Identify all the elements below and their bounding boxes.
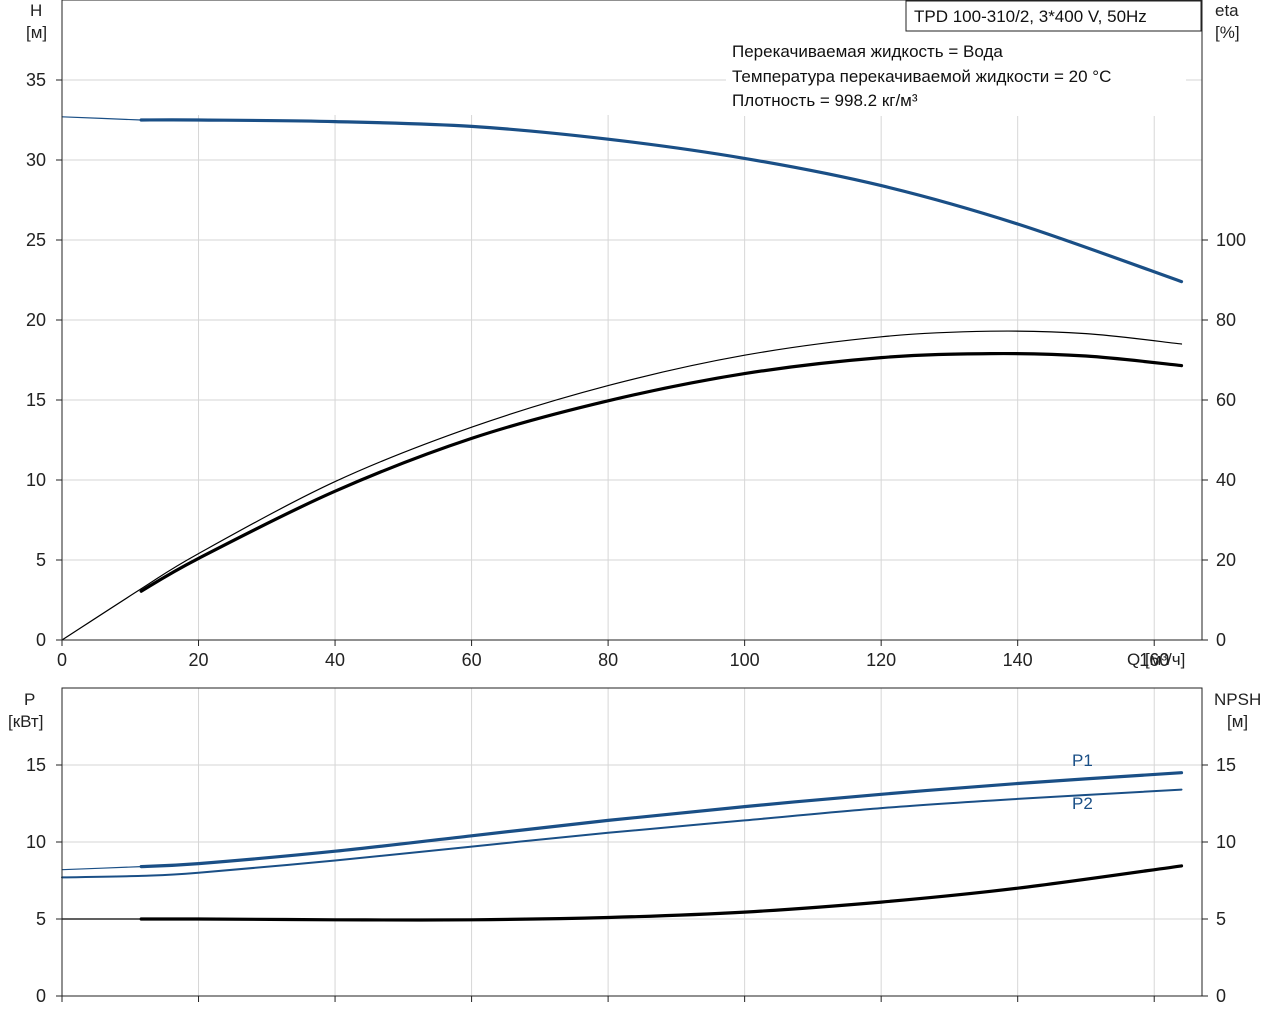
top-y-right-tick-label-80: 80 [1216,310,1236,330]
bottom-y-left-label: P [24,690,35,709]
bottom-grid [62,688,1202,996]
top-x-tick-label-160: 160 [1139,650,1169,670]
top-x-tick-label-120: 120 [866,650,896,670]
bottom-ticks: 0 5 10 15 0 5 10 15 [26,755,1236,1006]
top-y-right-tick-label-20: 20 [1216,550,1236,570]
top-series [61,116,1184,641]
bottom-y-left-tick-label-15: 15 [26,755,46,775]
top-y-left-tick-label-15: 15 [26,390,46,410]
top-y-left-tick-label-20: 20 [26,310,46,330]
top-y-right-tick-label-40: 40 [1216,470,1236,490]
bottom-y-right-tick-label-0: 0 [1216,986,1226,1006]
top-grid [62,79,1202,640]
top-y-left-tick-label-5: 5 [36,550,46,570]
bottom-series-0-line [139,771,1184,869]
top-x-axis-label: Q [м³/ч] [1127,650,1185,669]
top-y-right-tick-label-0: 0 [1216,630,1226,650]
bottom-series-2-line [61,788,1183,879]
bottom-y-right-tick-label-15: 15 [1216,755,1236,775]
top-x-tick-label-80: 80 [598,650,618,670]
info-line-density: Плотность = 998.2 кг/м³ [732,91,918,110]
top-y-right-tick-label-100: 100 [1216,230,1246,250]
top-y-left-tick-label-0: 0 [36,630,46,650]
top-series-0-line [139,118,1184,284]
bottom-y-right-tick-label-10: 10 [1216,832,1236,852]
bottom-y-right-label: NPSH [1214,690,1261,709]
bottom-y-right-tick-label-5: 5 [1216,909,1226,929]
top-y-left-tick-label-25: 25 [26,230,46,250]
title-box-text: TPD 100-310/2, 3*400 V, 50Hz [914,7,1147,26]
bottom-y-right-unit: [м] [1227,712,1248,731]
top-ticks: 0 20 40 60 80 100 120 140 160 0 5 10 15 20 25 30 35 0 20 40… [26,70,1246,670]
top-x-tick-label-40: 40 [325,650,345,670]
top-y-left-tick-label-30: 30 [26,150,46,170]
bottom-y-left-tick-label-5: 5 [36,909,46,929]
top-x-tick-label-0: 0 [57,650,67,670]
top-y-left-tick-label-35: 35 [26,70,46,90]
top-y-left-tick-label-10: 10 [26,470,46,490]
top-y-left-unit: [м] [26,23,47,42]
bottom-series [61,771,1184,922]
top-series-2-line [61,330,1183,641]
bottom-y-left-unit: [кВт] [8,712,43,731]
top-series-1-line [61,116,142,121]
bottom-series-3-line [139,864,1184,922]
title-box [905,0,1202,32]
top-y-right-tick-label-60: 60 [1216,390,1236,410]
info-box [726,36,1186,116]
top-panel: 0 20 40 60 80 100 120 140 160 0 5 10 15 20 25 30 35 0 20 40… [26,0,1246,670]
bottom-y-left-tick-label-10: 10 [26,832,46,852]
top-x-tick-label-140: 140 [1003,650,1033,670]
bottom-y-left-tick-label-0: 0 [36,986,46,1006]
top-y-left-label: H [30,1,42,20]
series-label-p2: P2 [1072,794,1093,813]
top-y-right-label: eta [1215,1,1239,20]
bottom-series-1-line [61,866,142,871]
top-x-tick-label-60: 60 [462,650,482,670]
top-series-3-line [139,351,1184,593]
series-label-p1: P1 [1072,751,1093,770]
bottom-panel: 0 5 10 15 0 5 10 15 P [кВт] NPSH [м] P1 P2 [8,687,1261,1006]
top-y-right-unit: [%] [1215,23,1240,42]
info-line-fluid: Перекачиваемая жидкость = Вода [732,42,1003,61]
info-line-temperature: Температура перекачиваемой жидкости = 20… [732,67,1111,86]
top-x-tick-label-100: 100 [730,650,760,670]
top-x-tick-label-20: 20 [189,650,209,670]
